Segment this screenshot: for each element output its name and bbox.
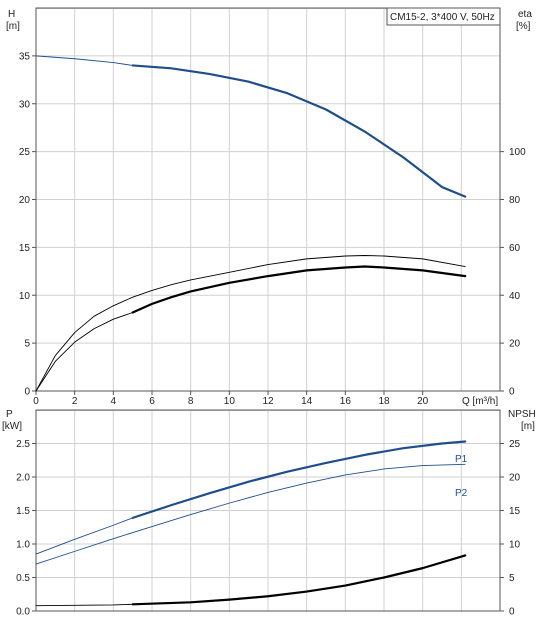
bottom-series-npsh-extrapolated [35,603,134,607]
y-axis-title-left-h: H [8,9,15,20]
series-label-p1: P1 [455,454,468,465]
top-series-head [131,64,467,198]
eta-axis-tick-label: 60 [509,243,521,254]
power-axis-tick-label: 1.5 [16,506,30,517]
x-tick-label: 16 [340,396,352,407]
head-axis-tick-label: 20 [19,195,31,206]
top-grid [36,8,500,391]
top-series-eta-extrapolated [35,312,134,392]
bottom-series-p2 [35,463,466,565]
eta-axis-tick-label: 0 [509,387,515,398]
power-axis-tick-label: 1.0 [16,540,30,551]
x-tick-label: 12 [262,396,274,407]
x-tick-label: 14 [301,396,313,407]
bottom-left-tick-labels: 0.0 0.5 1.0 1.5 2.0 2.5 [16,439,36,618]
npsh-axis-tick-label: 25 [509,439,521,450]
x-tick-labels: 0 2 4 6 8 10 12 14 16 18 20 [33,391,429,407]
x-tick-label: 4 [111,396,117,407]
head-axis-tick-label: 0 [24,387,30,398]
bottom-series-p1-extrapolated [35,517,134,555]
npsh-axis-tick-label: 20 [509,473,521,484]
eta-axis-tick-label: 80 [509,195,521,206]
power-axis-tick-label: 2.5 [16,439,30,450]
y-axis-unit-left-kw: [kW] [2,421,22,432]
x-axis-title: Q [m³/h] [462,396,498,407]
x-tick-label: 2 [72,396,78,407]
bottom-right-tick-labels: 0 5 10 15 20 25 [500,439,521,618]
power-axis-tick-label: 0.5 [16,573,30,584]
y-axis-unit-right-percent: [%] [516,21,531,32]
top-series-eta [131,265,467,314]
head-axis-tick-label: 25 [19,147,31,158]
power-axis-tick-label: 2.0 [16,473,30,484]
title-box [386,7,501,26]
x-tick-label: 8 [188,396,194,407]
top-series-head-extrapolated [35,55,134,66]
x-tick-label: 6 [149,396,155,407]
npsh-axis-tick-label: 5 [509,573,515,584]
bottom-series [35,440,467,607]
npsh-axis-tick-label: 0 [509,607,515,618]
bottom-series-p1 [131,440,467,519]
x-tick-label: 20 [417,396,429,407]
top-series-eta-upper [35,255,466,392]
head-axis-tick-label: 15 [19,243,31,254]
head-axis-tick-label: 10 [19,291,31,302]
x-tick-label: 18 [378,396,390,407]
chart-title: CM15-2, 3*400 V, 50Hz [390,12,495,23]
eta-axis-tick-label: 40 [509,291,521,302]
x-tick-label: 10 [224,396,236,407]
bottom-panel: 0.0 0.5 1.0 1.5 2.0 2.5 0 5 10 15 20 25 P [kW] NPS… [2,409,536,618]
y-axis-title-right-eta: eta [518,9,532,20]
y-axis-unit-right-m: [m] [521,421,535,432]
top-right-tick-labels: 0 20 40 60 80 100 [500,147,526,398]
npsh-axis-tick-label: 15 [509,506,521,517]
head-axis-tick-label: 30 [19,99,31,110]
head-axis-tick-label: 5 [24,339,30,350]
y-axis-title-left-p: P [6,409,13,420]
top-left-tick-labels: 0 5 10 15 20 25 30 35 [19,51,36,398]
eta-axis-tick-label: 20 [509,339,521,350]
top-series [35,55,467,392]
series-label-p2: P2 [455,488,468,499]
npsh-axis-tick-label: 10 [509,540,521,551]
x-tick-label: 0 [33,396,39,407]
y-axis-unit-left-m: [m] [6,21,20,32]
head-axis-tick-label: 35 [19,51,31,62]
eta-axis-tick-label: 100 [509,147,526,158]
y-axis-title-right-npsh: NPSH [508,409,536,420]
power-axis-tick-label: 0.0 [16,607,30,618]
bottom-series-npsh [131,554,467,606]
top-panel: 0 5 10 15 20 25 30 35 0 20 40 60 80 100 0 2 4 6 8 10 12 14 1… [6,7,532,407]
